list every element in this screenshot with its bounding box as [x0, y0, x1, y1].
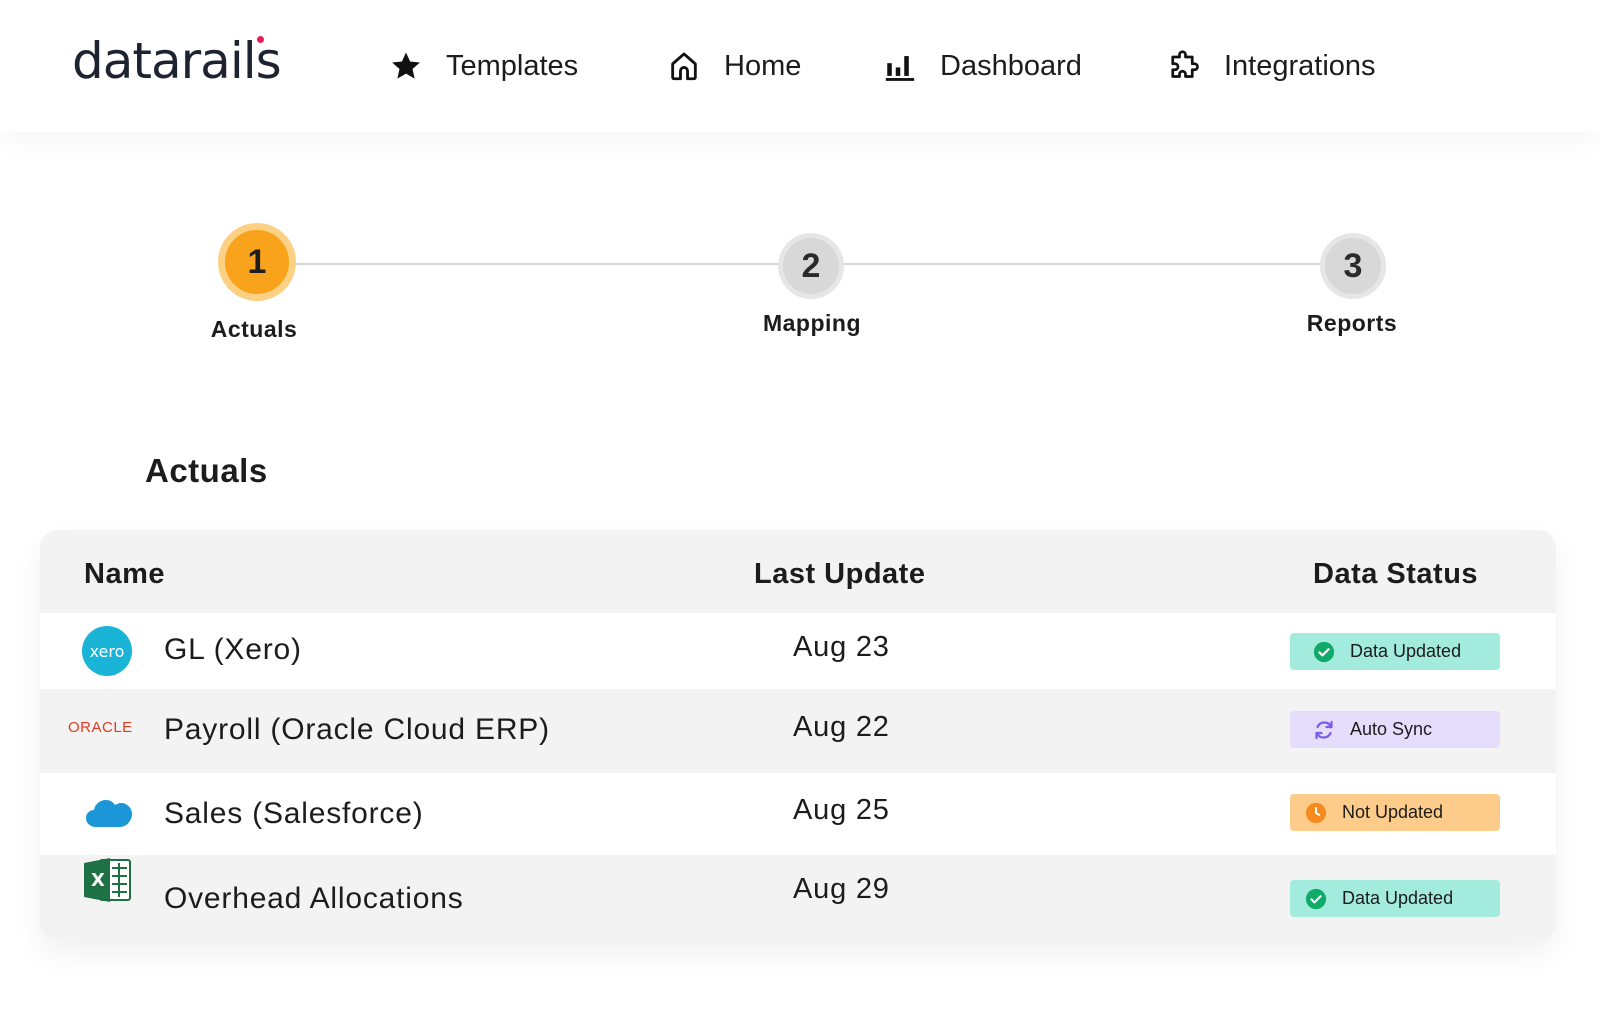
- logo-wordmark: datarails: [72, 32, 282, 90]
- nav-label: Dashboard: [940, 49, 1082, 82]
- row-last-update: Aug 29: [793, 873, 890, 905]
- row-name: Overhead Allocations: [164, 882, 464, 915]
- check-circle-icon: [1312, 640, 1336, 664]
- table-row[interactable]: ORACLE Payroll (Oracle Cloud ERP) Aug 22…: [40, 689, 1556, 773]
- puzzle-icon: [1164, 46, 1204, 86]
- column-header-data-status: Data Status: [1313, 558, 1479, 590]
- status-badge[interactable]: Data Updated: [1290, 633, 1500, 670]
- sync-icon: [1312, 718, 1336, 742]
- row-last-update: Aug 25: [793, 794, 890, 826]
- nav-item-dashboard[interactable]: Dashboard: [880, 38, 1082, 94]
- stepper-connector: [292, 263, 780, 265]
- row-last-update: Aug 23: [793, 631, 890, 663]
- table-row[interactable]: Sales (Salesforce) Aug 25 Not Updated: [40, 773, 1556, 855]
- nav-label: Integrations: [1224, 49, 1376, 82]
- nav-item-templates[interactable]: Templates: [386, 38, 578, 94]
- datarails-logo[interactable]: datarails: [72, 28, 302, 94]
- status-badge[interactable]: Not Updated: [1290, 794, 1500, 831]
- row-name: Sales (Salesforce): [164, 797, 424, 830]
- section-title: Actuals: [145, 452, 268, 489]
- actuals-table: Name Last Update Data Status xero GL (Xe…: [40, 530, 1556, 940]
- status-badge[interactable]: Data Updated: [1290, 880, 1500, 917]
- salesforce-logo: [82, 793, 136, 833]
- home-icon: [664, 46, 704, 86]
- column-header-name: Name: [84, 558, 165, 590]
- step-label-mapping: Mapping: [762, 310, 862, 336]
- nav-label: Templates: [446, 49, 579, 82]
- status-text: Data Updated: [1342, 888, 1454, 908]
- check-circle-icon: [1304, 887, 1328, 911]
- status-text: Data Updated: [1350, 641, 1462, 661]
- step-2-mapping[interactable]: 2: [778, 233, 844, 299]
- oracle-logo: ORACLE: [68, 719, 133, 736]
- top-header: datarails Templates Home Dashboard Integ…: [0, 0, 1600, 132]
- table-row[interactable]: xero GL (Xero) Aug 23 Data Updated: [40, 613, 1556, 689]
- row-last-update: Aug 22: [793, 711, 890, 743]
- xero-logo: xero: [82, 626, 132, 676]
- column-header-last-update: Last Update: [754, 558, 926, 590]
- nav-label: Home: [724, 49, 802, 82]
- status-text: Not Updated: [1342, 802, 1444, 822]
- status-text: Auto Sync: [1350, 719, 1433, 739]
- star-icon: [386, 46, 426, 86]
- svg-text:X: X: [91, 870, 105, 891]
- row-name: GL (Xero): [164, 633, 302, 666]
- excel-logo: X: [82, 855, 132, 905]
- nav-item-integrations[interactable]: Integrations: [1164, 38, 1376, 94]
- table-row[interactable]: X Overhead Allocations Aug 29 Data Updat…: [40, 855, 1556, 940]
- nav-item-home[interactable]: Home: [664, 38, 801, 94]
- stepper-connector: [842, 263, 1322, 265]
- step-label-actuals: Actuals: [210, 316, 298, 342]
- step-label-reports: Reports: [1306, 310, 1398, 336]
- step-3-reports[interactable]: 3: [1320, 233, 1386, 299]
- logo-dot: [257, 36, 264, 43]
- bar-chart-icon: [880, 46, 920, 86]
- step-1-actuals[interactable]: 1: [218, 223, 296, 301]
- row-name: Payroll (Oracle Cloud ERP): [164, 713, 550, 746]
- status-badge[interactable]: Auto Sync: [1290, 711, 1500, 748]
- clock-icon: [1304, 801, 1328, 825]
